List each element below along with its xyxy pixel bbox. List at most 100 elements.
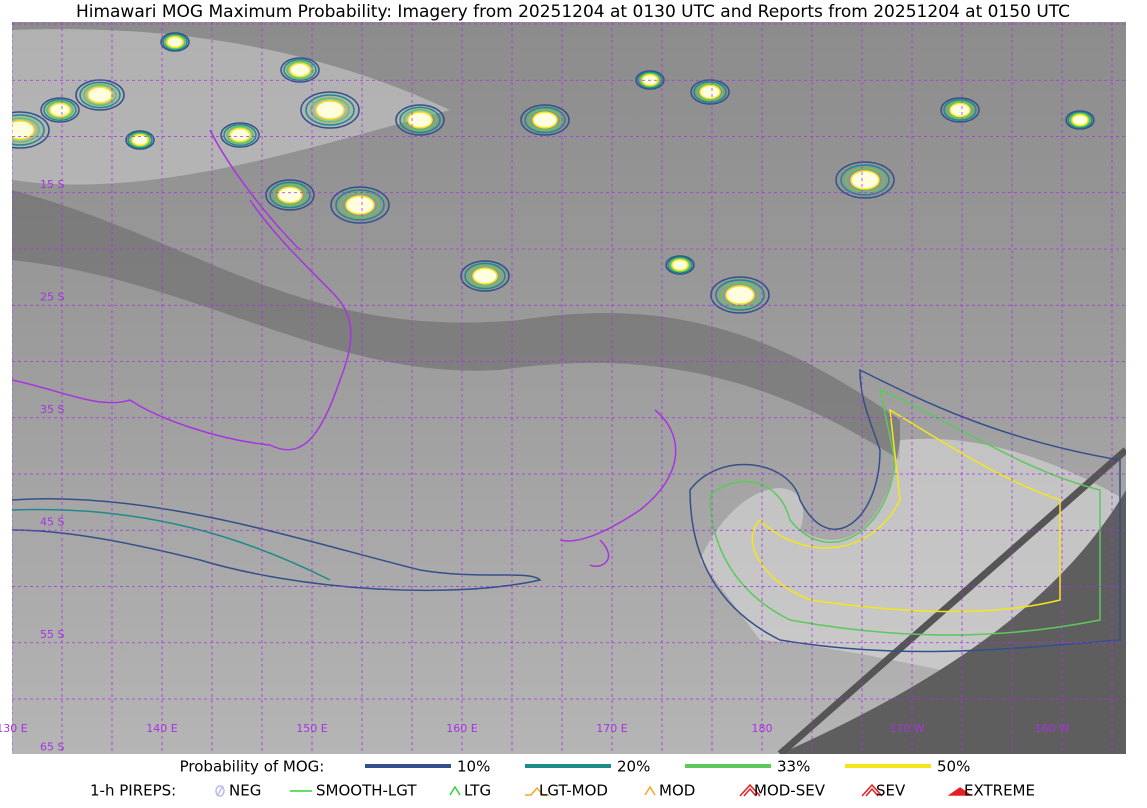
contour <box>265 179 315 211</box>
contour <box>715 279 765 311</box>
contour <box>43 99 77 121</box>
pirep-symbol <box>644 785 656 796</box>
lon-label: 130 E <box>0 722 28 735</box>
pirep-label: LTG <box>464 782 491 800</box>
contour <box>273 184 307 206</box>
contour <box>305 94 355 126</box>
lon-label: 180 <box>752 722 773 735</box>
contour <box>845 167 885 193</box>
contour <box>710 276 770 314</box>
contour <box>696 82 724 102</box>
contour <box>943 99 977 121</box>
lon-label: 170 W <box>889 722 924 735</box>
contour <box>472 267 498 285</box>
contour <box>12 114 45 146</box>
pirep-symbol <box>449 785 461 796</box>
contour <box>127 131 153 149</box>
pirep-label: MOD-SEV <box>754 782 826 800</box>
contour <box>709 388 1101 636</box>
contour <box>345 195 375 215</box>
lat-label: 65 S <box>40 741 64 754</box>
lon-label: 140 E <box>146 722 177 735</box>
imagery <box>12 22 1126 754</box>
contour <box>1071 113 1089 127</box>
coastline <box>12 129 352 451</box>
contour <box>277 186 303 204</box>
contour <box>160 32 190 52</box>
contour <box>269 181 311 209</box>
lat-label: 45 S <box>40 516 64 529</box>
contour <box>12 117 40 143</box>
pirep-label: EXTREME <box>964 782 1035 800</box>
contour <box>46 100 74 120</box>
contour <box>946 100 974 120</box>
contour <box>850 170 880 190</box>
legend-label: 20% <box>617 758 650 776</box>
lon-label: 160 W <box>1034 722 1069 735</box>
contour <box>524 106 566 134</box>
contour <box>289 62 311 78</box>
no-data-region <box>780 490 1126 754</box>
pirep-label: SMOOTH-LGT <box>316 782 417 800</box>
pirep-symbol <box>739 783 761 797</box>
contour <box>689 368 1121 653</box>
contour <box>166 35 184 49</box>
contour <box>699 84 721 100</box>
contour <box>12 120 35 140</box>
contour <box>532 111 558 129</box>
scan-line <box>777 447 1126 754</box>
contour <box>520 104 570 136</box>
legend-label: 33% <box>777 758 810 776</box>
contour <box>12 497 542 592</box>
dry-band <box>12 190 900 460</box>
contour <box>725 285 755 305</box>
contour <box>330 186 390 224</box>
legend-label: 50% <box>937 758 970 776</box>
cloud-region <box>12 29 450 185</box>
contour <box>162 33 188 51</box>
contour <box>671 258 689 272</box>
lat-label: 15 S <box>40 178 64 191</box>
pirep-label: SEV <box>876 782 906 800</box>
contour <box>49 102 71 118</box>
contour <box>665 255 695 275</box>
contour <box>720 282 760 308</box>
contour <box>464 262 506 290</box>
coastline <box>559 409 677 567</box>
contour <box>395 104 445 136</box>
contour <box>407 111 433 129</box>
contour <box>300 91 360 129</box>
pirep-label: LGT-MOD <box>539 782 608 800</box>
contour <box>528 109 562 131</box>
contour <box>667 256 693 274</box>
contour <box>1069 112 1091 128</box>
contour <box>286 60 314 80</box>
contour <box>229 127 251 143</box>
title: Himawari MOG Maximum Probability: Imager… <box>76 2 1070 22</box>
contour <box>1065 110 1095 130</box>
contour <box>220 122 260 148</box>
contour <box>75 79 125 111</box>
contour <box>164 34 186 50</box>
contour <box>399 106 441 134</box>
contour <box>940 97 980 123</box>
pirep-symbol <box>525 786 549 796</box>
pirep-symbol <box>215 785 225 797</box>
pirep-label: NEG <box>229 782 261 800</box>
contour <box>949 102 971 118</box>
contour <box>403 109 437 131</box>
contour <box>226 125 254 145</box>
lat-label: 25 S <box>40 291 64 304</box>
contour <box>315 100 345 120</box>
contour <box>131 133 149 147</box>
contour <box>310 97 350 123</box>
contour <box>669 257 691 273</box>
lon-label: 160 E <box>446 722 477 735</box>
contour <box>12 111 50 149</box>
contour <box>1067 111 1093 129</box>
contour <box>840 164 890 196</box>
lon-label: 150 E <box>296 722 327 735</box>
legend-label: 10% <box>457 758 490 776</box>
